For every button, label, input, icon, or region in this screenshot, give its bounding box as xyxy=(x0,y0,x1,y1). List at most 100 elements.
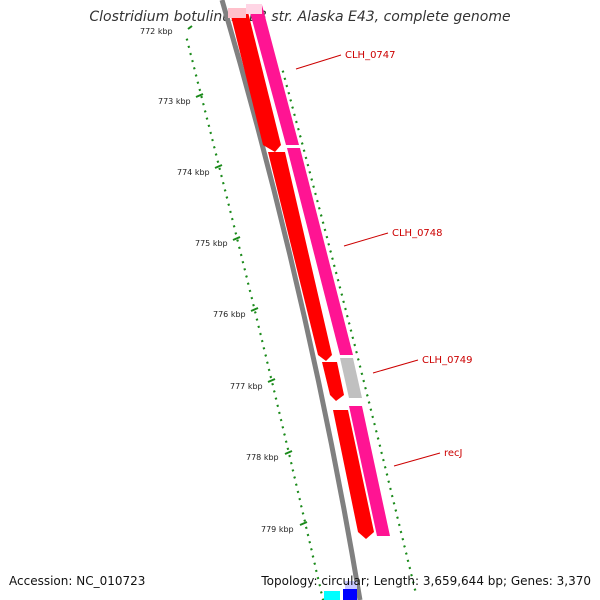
ruler-minor-tick xyxy=(316,576,320,580)
ruler-minor-tick xyxy=(272,390,276,393)
ruler-minor-tick xyxy=(373,422,376,426)
ruler-minor-tick xyxy=(196,81,200,85)
ruler-tick-label: 772 kbp xyxy=(140,27,173,36)
ruler-minor-tick xyxy=(283,433,286,436)
ruler-minor-tick xyxy=(243,267,247,271)
ruler-minor-tick xyxy=(191,59,194,63)
ruler-minor-tick xyxy=(220,174,223,178)
ruler-minor-tick xyxy=(329,250,332,253)
ruler-minor-tick xyxy=(387,480,391,484)
gene-labels: CLH_0747 CLH_0748 CLH_0749 recJ xyxy=(295,50,473,467)
ruler-minor-tick xyxy=(380,451,383,455)
ruler-minor-tick xyxy=(267,368,271,372)
gene-track xyxy=(248,5,390,536)
outer-ruler-track xyxy=(281,70,417,591)
ruler-minor-tick xyxy=(342,300,345,304)
ruler-minor-tick xyxy=(351,336,355,340)
gene-feature-recj xyxy=(349,406,390,536)
ruler-tick-label: 773 kbp xyxy=(158,97,191,106)
ruler-minor-tick xyxy=(323,228,327,232)
ruler-minor-tick xyxy=(283,77,287,81)
ruler-minor-tick xyxy=(230,217,234,221)
ruler-minor-tick xyxy=(356,358,360,361)
ruler-minor-tick xyxy=(367,401,371,404)
ruler-minor-tick xyxy=(291,469,295,472)
ruler-minor-tick xyxy=(279,418,283,422)
cds-feature xyxy=(322,362,344,401)
ruler-minor-tick xyxy=(353,343,357,347)
ruler-minor-tick xyxy=(246,282,250,286)
ruler-minor-tick xyxy=(234,232,238,235)
ruler-minor-tick xyxy=(362,379,366,383)
genome-summary-text: Topology: circular; Length: 3,659,644 bp… xyxy=(261,574,591,588)
ruler-tick xyxy=(267,378,276,383)
ruler-minor-tick xyxy=(365,393,369,397)
feature-marker xyxy=(228,8,246,18)
label-leader xyxy=(393,452,441,467)
gene-feature-clh-0748 xyxy=(287,148,353,355)
ruler-minor-tick xyxy=(312,185,315,189)
ruler-minor-tick xyxy=(406,559,410,563)
ruler-tick-label: 779 kbp xyxy=(261,525,294,534)
ruler-minor-tick xyxy=(308,170,312,174)
ruler-tick xyxy=(214,164,223,169)
ruler-minor-tick xyxy=(344,307,347,311)
accession-text: Accession: NC_010723 xyxy=(9,574,146,588)
cds-track xyxy=(230,12,374,539)
ruler-minor-tick xyxy=(382,458,385,462)
ruler-minor-tick xyxy=(239,253,243,257)
map-title: Clostridium botulinum E3 str. Alaska E43… xyxy=(89,9,511,25)
feature-marker xyxy=(343,589,357,600)
ruler-minor-tick xyxy=(216,160,220,164)
gene-feature-clh-0749 xyxy=(340,358,362,398)
ruler-minor-tick xyxy=(296,490,300,494)
ruler-minor-tick xyxy=(304,526,308,530)
gene-label-clh-0748: CLH_0748 xyxy=(392,228,443,239)
ruler-minor-tick xyxy=(189,52,192,56)
ruler-minor-tick xyxy=(389,487,392,491)
ruler-minor-tick xyxy=(311,555,315,558)
ruler-minor-tick xyxy=(392,501,396,505)
ruler-minor-tick xyxy=(286,447,290,451)
ruler-minor-tick xyxy=(192,66,196,70)
cds-feature xyxy=(333,410,374,539)
ruler-minor-tick xyxy=(298,497,302,501)
ruler-minor-tick xyxy=(229,210,232,214)
ruler-minor-tick xyxy=(185,38,189,41)
ruler-minor-tick xyxy=(319,591,323,594)
ruler-minor-tick xyxy=(371,415,375,419)
ruler-minor-tick xyxy=(394,509,398,512)
ruler-minor-tick xyxy=(313,562,317,566)
ruler-minor-tick xyxy=(374,429,378,433)
ruler-minor-tick xyxy=(194,74,198,77)
ruler-minor-tick xyxy=(223,189,227,192)
ruler-minor-tick xyxy=(274,397,278,400)
label-leader xyxy=(295,54,342,70)
ruler-minor-tick xyxy=(306,533,310,537)
ruler-minor-tick xyxy=(397,523,401,527)
ruler-minor-tick xyxy=(287,91,291,95)
ruler-minor-tick xyxy=(411,581,415,584)
feature-marker xyxy=(324,591,340,600)
ruler-minor-tick xyxy=(278,411,281,415)
ruler-minor-tick xyxy=(203,110,207,113)
ruler-minor-tick xyxy=(285,84,289,88)
ruler-minor-tick xyxy=(340,293,344,296)
ruler-minor-tick xyxy=(255,318,259,321)
ruler-minor-tick xyxy=(399,530,403,534)
ruler-tick xyxy=(250,307,259,312)
ruler-tick xyxy=(195,93,204,98)
ruler-minor-tick xyxy=(297,127,300,131)
ruler-minor-tick xyxy=(207,124,211,128)
ruler-minor-tick xyxy=(276,404,280,408)
ruler-minor-tick xyxy=(327,242,331,246)
ruler-minor-tick xyxy=(413,588,417,591)
ruler-minor-tick xyxy=(288,454,291,458)
ruler-minor-tick xyxy=(284,440,288,444)
ruler-minor-tick xyxy=(232,224,236,228)
label-leader xyxy=(372,359,419,374)
ruler-minor-tick xyxy=(271,382,274,386)
ruler-minor-tick xyxy=(338,286,342,289)
ruler-minor-tick xyxy=(291,106,294,109)
gene-label-recj: recJ xyxy=(444,448,463,459)
